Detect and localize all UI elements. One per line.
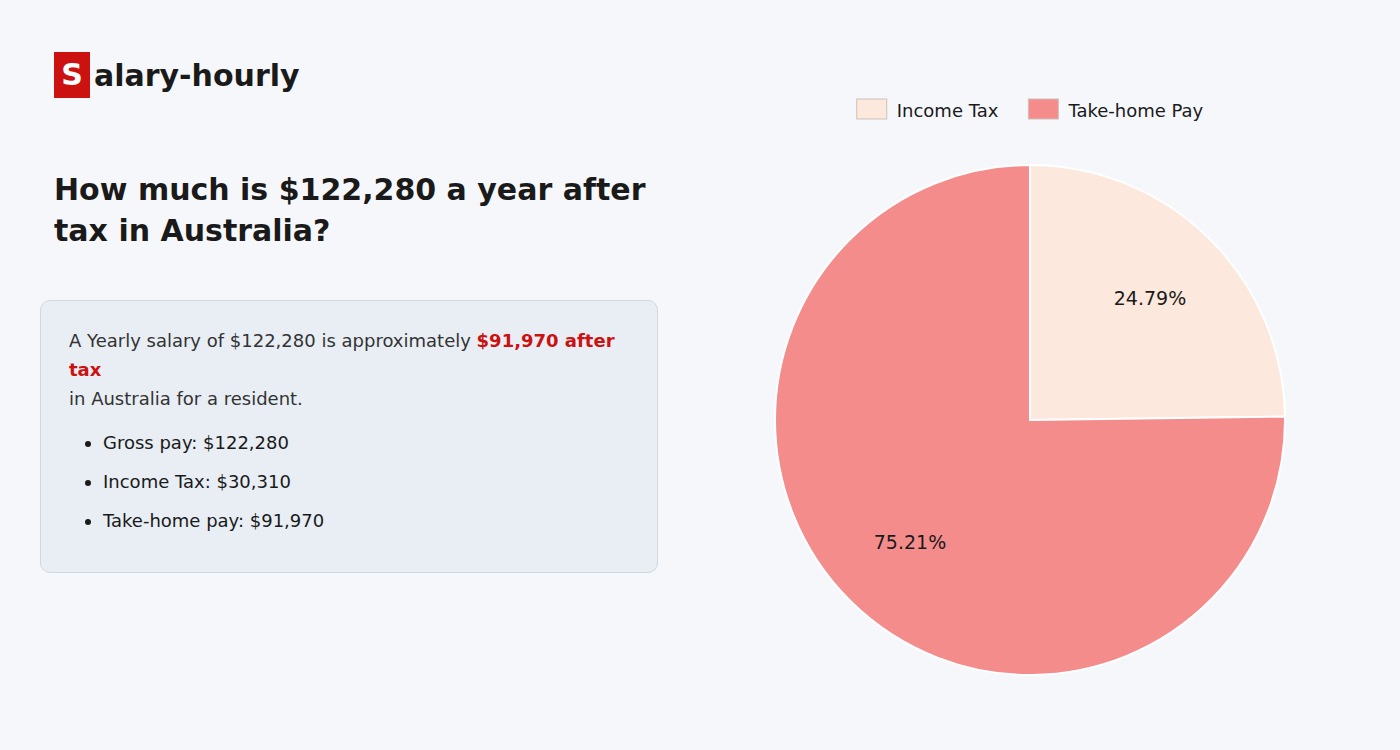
bullet: Income Tax: $30,310 (103, 468, 629, 497)
data-label: 24.79% (1114, 287, 1186, 309)
pie-slice (775, 165, 1285, 675)
bullet: Take-home pay: $91,970 (103, 507, 629, 536)
logo: Salary-hourly (54, 52, 300, 98)
legend-label: Take-home Pay (1067, 100, 1203, 121)
body-line: A Yearly salary of $122,280 is approxima… (69, 327, 629, 385)
logo-box: S (54, 52, 90, 98)
legend-item: Take-home Pay (1028, 99, 1203, 121)
pie-chart: 24.79% 75.21% Income Tax Take-home Pay (700, 0, 1400, 750)
chart-panel: 24.79% 75.21% Income Tax Take-home Pay (700, 0, 1400, 750)
logo-text: alary-hourly (94, 58, 300, 93)
legend: Income Tax Take-home Pay (857, 99, 1204, 121)
bullet-list: Gross pay: $122,280 Income Tax: $30,310 Ta… (69, 429, 629, 535)
body-text: A Yearly salary of $122,280 is approxima… (69, 330, 477, 351)
title: How much is $122,280 a year after tax in… (54, 170, 674, 251)
legend-item: Income Tax (857, 99, 999, 121)
data-label: 75.21% (874, 531, 946, 553)
legend-label: Income Tax (897, 100, 999, 121)
body-text: in Australia for a resident. (69, 385, 629, 414)
legend-swatch (1028, 99, 1058, 119)
slices (775, 165, 1285, 675)
pie-slice (1030, 165, 1285, 420)
bullet: Gross pay: $122,280 (103, 429, 629, 458)
info-box: A Yearly salary of $122,280 is approxima… (40, 300, 658, 573)
data-labels: 24.79% 75.21% (874, 287, 1186, 552)
legend-swatch (857, 99, 887, 119)
text-panel: Salary-hourly How much is $122,280 a yea… (0, 0, 700, 750)
